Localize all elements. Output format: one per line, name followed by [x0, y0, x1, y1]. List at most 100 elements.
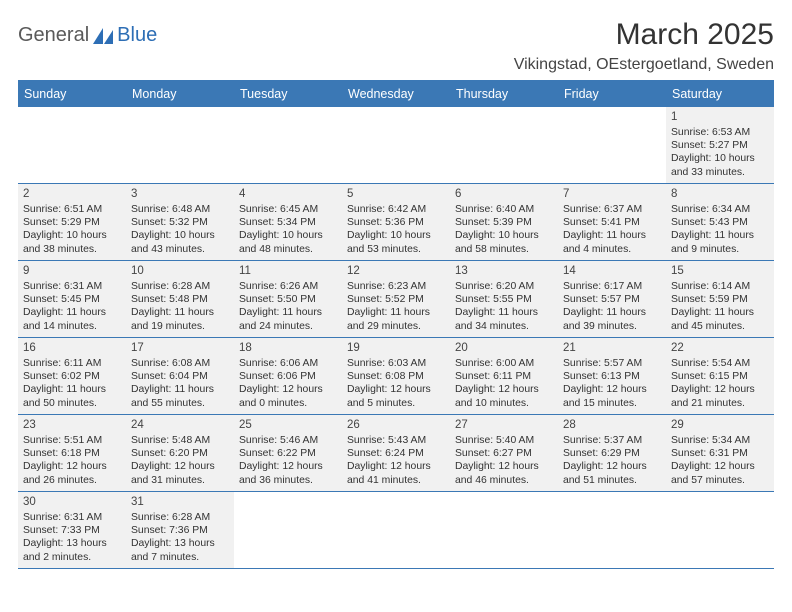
sunset-text: Sunset: 5:27 PM	[671, 139, 769, 152]
day-cell: 4Sunrise: 6:45 AMSunset: 5:34 PMDaylight…	[234, 184, 342, 260]
day-cell: 24Sunrise: 5:48 AMSunset: 6:20 PMDayligh…	[126, 415, 234, 491]
day-cell: 12Sunrise: 6:23 AMSunset: 5:52 PMDayligh…	[342, 261, 450, 337]
day-cell: 23Sunrise: 5:51 AMSunset: 6:18 PMDayligh…	[18, 415, 126, 491]
sunset-text: Sunset: 7:33 PM	[23, 524, 121, 537]
weekday-header: Sunday	[18, 82, 126, 107]
day-cell: 21Sunrise: 5:57 AMSunset: 6:13 PMDayligh…	[558, 338, 666, 414]
weekday-header-row: Sunday Monday Tuesday Wednesday Thursday…	[18, 82, 774, 107]
sunset-text: Sunset: 6:11 PM	[455, 370, 553, 383]
day-number: 14	[563, 264, 661, 279]
sunrise-text: Sunrise: 6:42 AM	[347, 203, 445, 216]
week-row: 9Sunrise: 6:31 AMSunset: 5:45 PMDaylight…	[18, 261, 774, 338]
sunrise-text: Sunrise: 6:26 AM	[239, 280, 337, 293]
location-text: Vikingstad, OEstergoetland, Sweden	[514, 56, 774, 74]
day-cell: 27Sunrise: 5:40 AMSunset: 6:27 PMDayligh…	[450, 415, 558, 491]
day-number: 13	[455, 264, 553, 279]
daylight-text: Daylight: 12 hours and 51 minutes.	[563, 460, 661, 487]
day-number: 4	[239, 187, 337, 202]
sunrise-text: Sunrise: 6:00 AM	[455, 357, 553, 370]
daylight-text: Daylight: 12 hours and 0 minutes.	[239, 383, 337, 410]
daylight-text: Daylight: 11 hours and 19 minutes.	[131, 306, 229, 333]
sunset-text: Sunset: 6:29 PM	[563, 447, 661, 460]
daylight-text: Daylight: 12 hours and 41 minutes.	[347, 460, 445, 487]
daylight-text: Daylight: 10 hours and 53 minutes.	[347, 229, 445, 256]
daylight-text: Daylight: 13 hours and 2 minutes.	[23, 537, 121, 564]
sunset-text: Sunset: 5:59 PM	[671, 293, 769, 306]
day-cell: 17Sunrise: 6:08 AMSunset: 6:04 PMDayligh…	[126, 338, 234, 414]
day-number: 23	[23, 418, 121, 433]
sunset-text: Sunset: 6:02 PM	[23, 370, 121, 383]
sunrise-text: Sunrise: 6:20 AM	[455, 280, 553, 293]
sunset-text: Sunset: 5:41 PM	[563, 216, 661, 229]
day-number: 16	[23, 341, 121, 356]
sunset-text: Sunset: 6:04 PM	[131, 370, 229, 383]
day-cell	[558, 492, 666, 568]
day-cell	[450, 492, 558, 568]
day-cell: 2Sunrise: 6:51 AMSunset: 5:29 PMDaylight…	[18, 184, 126, 260]
week-row: 23Sunrise: 5:51 AMSunset: 6:18 PMDayligh…	[18, 415, 774, 492]
day-number: 10	[131, 264, 229, 279]
sunset-text: Sunset: 5:52 PM	[347, 293, 445, 306]
weekday-header: Friday	[558, 82, 666, 107]
daylight-text: Daylight: 13 hours and 7 minutes.	[131, 537, 229, 564]
day-cell: 9Sunrise: 6:31 AMSunset: 5:45 PMDaylight…	[18, 261, 126, 337]
day-cell: 7Sunrise: 6:37 AMSunset: 5:41 PMDaylight…	[558, 184, 666, 260]
day-number: 24	[131, 418, 229, 433]
daylight-text: Daylight: 11 hours and 34 minutes.	[455, 306, 553, 333]
daylight-text: Daylight: 10 hours and 38 minutes.	[23, 229, 121, 256]
day-cell	[18, 107, 126, 183]
daylight-text: Daylight: 12 hours and 10 minutes.	[455, 383, 553, 410]
daylight-text: Daylight: 12 hours and 36 minutes.	[239, 460, 337, 487]
day-cell: 14Sunrise: 6:17 AMSunset: 5:57 PMDayligh…	[558, 261, 666, 337]
sunset-text: Sunset: 6:27 PM	[455, 447, 553, 460]
day-number: 8	[671, 187, 769, 202]
sunrise-text: Sunrise: 6:40 AM	[455, 203, 553, 216]
day-cell: 5Sunrise: 6:42 AMSunset: 5:36 PMDaylight…	[342, 184, 450, 260]
sunrise-text: Sunrise: 6:28 AM	[131, 511, 229, 524]
day-cell	[666, 492, 774, 568]
day-cell	[126, 107, 234, 183]
day-number: 26	[347, 418, 445, 433]
daylight-text: Daylight: 11 hours and 14 minutes.	[23, 306, 121, 333]
day-cell: 28Sunrise: 5:37 AMSunset: 6:29 PMDayligh…	[558, 415, 666, 491]
sunset-text: Sunset: 5:29 PM	[23, 216, 121, 229]
sunrise-text: Sunrise: 5:57 AM	[563, 357, 661, 370]
sunset-text: Sunset: 7:36 PM	[131, 524, 229, 537]
logo: General Blue	[18, 24, 157, 47]
day-cell: 10Sunrise: 6:28 AMSunset: 5:48 PMDayligh…	[126, 261, 234, 337]
sunset-text: Sunset: 6:08 PM	[347, 370, 445, 383]
sunset-text: Sunset: 6:13 PM	[563, 370, 661, 383]
day-cell	[234, 107, 342, 183]
daylight-text: Daylight: 10 hours and 33 minutes.	[671, 152, 769, 179]
sunrise-text: Sunrise: 6:34 AM	[671, 203, 769, 216]
day-cell: 25Sunrise: 5:46 AMSunset: 6:22 PMDayligh…	[234, 415, 342, 491]
day-cell: 26Sunrise: 5:43 AMSunset: 6:24 PMDayligh…	[342, 415, 450, 491]
logo-word-1: General	[18, 24, 89, 47]
day-number: 17	[131, 341, 229, 356]
sunrise-text: Sunrise: 6:48 AM	[131, 203, 229, 216]
daylight-text: Daylight: 12 hours and 31 minutes.	[131, 460, 229, 487]
day-cell: 16Sunrise: 6:11 AMSunset: 6:02 PMDayligh…	[18, 338, 126, 414]
sunset-text: Sunset: 6:18 PM	[23, 447, 121, 460]
sunrise-text: Sunrise: 5:43 AM	[347, 434, 445, 447]
daylight-text: Daylight: 11 hours and 24 minutes.	[239, 306, 337, 333]
day-number: 31	[131, 495, 229, 510]
daylight-text: Daylight: 12 hours and 21 minutes.	[671, 383, 769, 410]
sunrise-text: Sunrise: 6:17 AM	[563, 280, 661, 293]
sunset-text: Sunset: 6:22 PM	[239, 447, 337, 460]
sunrise-text: Sunrise: 6:31 AM	[23, 511, 121, 524]
day-cell: 6Sunrise: 6:40 AMSunset: 5:39 PMDaylight…	[450, 184, 558, 260]
daylight-text: Daylight: 11 hours and 9 minutes.	[671, 229, 769, 256]
sunset-text: Sunset: 5:34 PM	[239, 216, 337, 229]
day-number: 25	[239, 418, 337, 433]
sunset-text: Sunset: 5:43 PM	[671, 216, 769, 229]
daylight-text: Daylight: 11 hours and 55 minutes.	[131, 383, 229, 410]
day-cell: 19Sunrise: 6:03 AMSunset: 6:08 PMDayligh…	[342, 338, 450, 414]
sunrise-text: Sunrise: 6:14 AM	[671, 280, 769, 293]
day-cell	[342, 107, 450, 183]
day-number: 3	[131, 187, 229, 202]
calendar-page: General Blue March 2025 Vikingstad, OEst…	[0, 0, 792, 569]
sunrise-text: Sunrise: 6:03 AM	[347, 357, 445, 370]
sunrise-text: Sunrise: 6:11 AM	[23, 357, 121, 370]
week-row: 2Sunrise: 6:51 AMSunset: 5:29 PMDaylight…	[18, 184, 774, 261]
